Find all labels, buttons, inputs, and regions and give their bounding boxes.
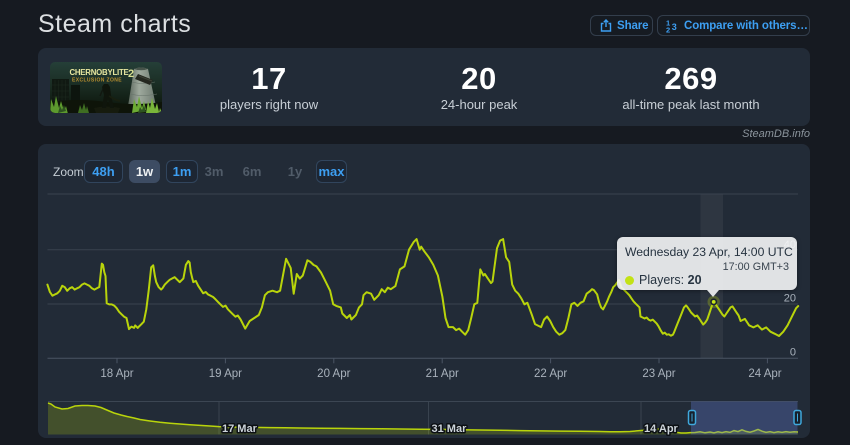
svg-text:3: 3 (672, 21, 677, 31)
svg-text:2: 2 (666, 25, 670, 33)
svg-text:20 Apr: 20 Apr (317, 368, 350, 380)
svg-text:22 Apr: 22 Apr (534, 368, 567, 380)
svg-text:EXCLUSION ZONE: EXCLUSION ZONE (72, 78, 122, 84)
svg-text:14 Apr: 14 Apr (644, 423, 679, 435)
svg-text:31 Mar: 31 Mar (432, 423, 468, 435)
svg-text:23 Apr: 23 Apr (642, 368, 675, 380)
svg-text:1: 1 (666, 19, 670, 28)
svg-text:21 Apr: 21 Apr (426, 368, 459, 380)
svg-text:0: 0 (790, 347, 796, 359)
svg-text:2: 2 (128, 68, 134, 80)
svg-text:19 Apr: 19 Apr (209, 368, 242, 380)
svg-text:20: 20 (784, 293, 796, 305)
svg-text:18 Apr: 18 Apr (100, 368, 133, 380)
svg-text:17 Mar: 17 Mar (222, 423, 258, 435)
svg-text:24 Apr: 24 Apr (748, 368, 781, 380)
svg-text:CHERNOBYLITE: CHERNOBYLITE (69, 68, 128, 77)
